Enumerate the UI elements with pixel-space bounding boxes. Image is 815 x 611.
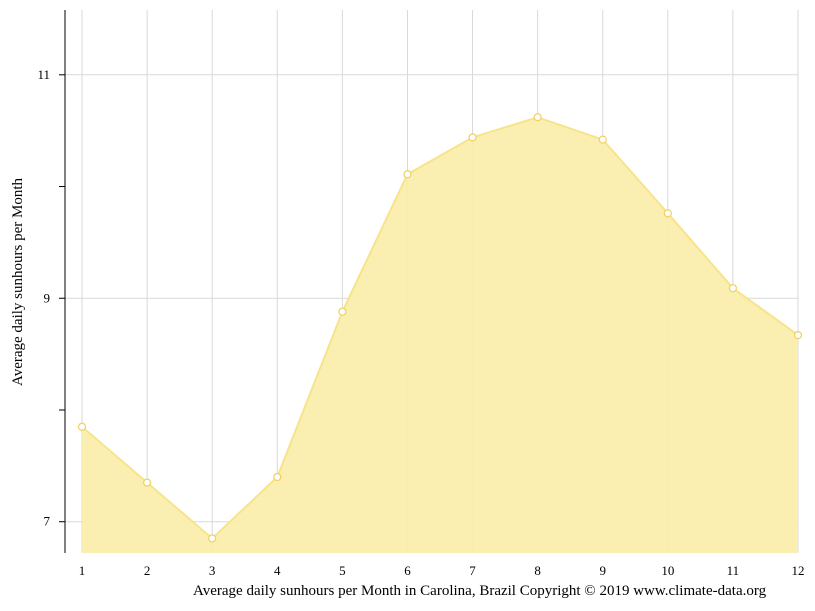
x-tick-label-3: 3 — [209, 563, 216, 578]
data-point-month-10 — [663, 209, 672, 218]
x-tick-label-11: 11 — [727, 563, 740, 578]
data-point-month-2 — [142, 478, 152, 487]
data-point-month-3 — [208, 534, 217, 543]
sunhours-line — [81, 116, 799, 540]
x-tick-label-8: 8 — [534, 563, 541, 578]
y-tick-label-7: 7 — [44, 514, 51, 529]
x-tick-labels: 1 2 3 4 5 6 7 8 9 10 11 12 — [79, 563, 805, 578]
data-point-month-11 — [728, 284, 738, 293]
sunhours-area — [82, 117, 798, 554]
data-points — [77, 113, 803, 543]
data-point-month-5 — [338, 307, 347, 316]
y-axis-label: Average daily sunhours per Month — [10, 178, 26, 387]
data-point-month-7 — [468, 133, 477, 142]
y-tick-label-11: 11 — [37, 67, 50, 82]
data-point-month-8 — [533, 113, 542, 122]
data-point-month-1 — [77, 422, 87, 431]
data-point-month-12 — [793, 331, 803, 340]
x-tick-label-5: 5 — [339, 563, 346, 578]
axes — [59, 10, 66, 553]
x-tick-label-6: 6 — [404, 563, 411, 578]
x-tick-label-2: 2 — [144, 563, 151, 578]
x-tick-label-9: 9 — [599, 563, 606, 578]
data-point-month-9 — [598, 135, 607, 144]
x-tick-label-12: 12 — [792, 563, 805, 578]
x-tick-label-4: 4 — [274, 563, 281, 578]
data-point-month-6 — [403, 170, 412, 179]
y-tick-label-9: 9 — [44, 290, 51, 305]
chart-caption: Average daily sunhours per Month in Caro… — [193, 583, 767, 599]
data-point-month-4 — [273, 472, 282, 482]
x-tick-label-7: 7 — [469, 563, 476, 578]
y-tick-labels: 7 9 11 — [37, 67, 50, 529]
x-tick-label-1: 1 — [79, 563, 86, 578]
x-tick-label-10: 10 — [661, 563, 674, 578]
